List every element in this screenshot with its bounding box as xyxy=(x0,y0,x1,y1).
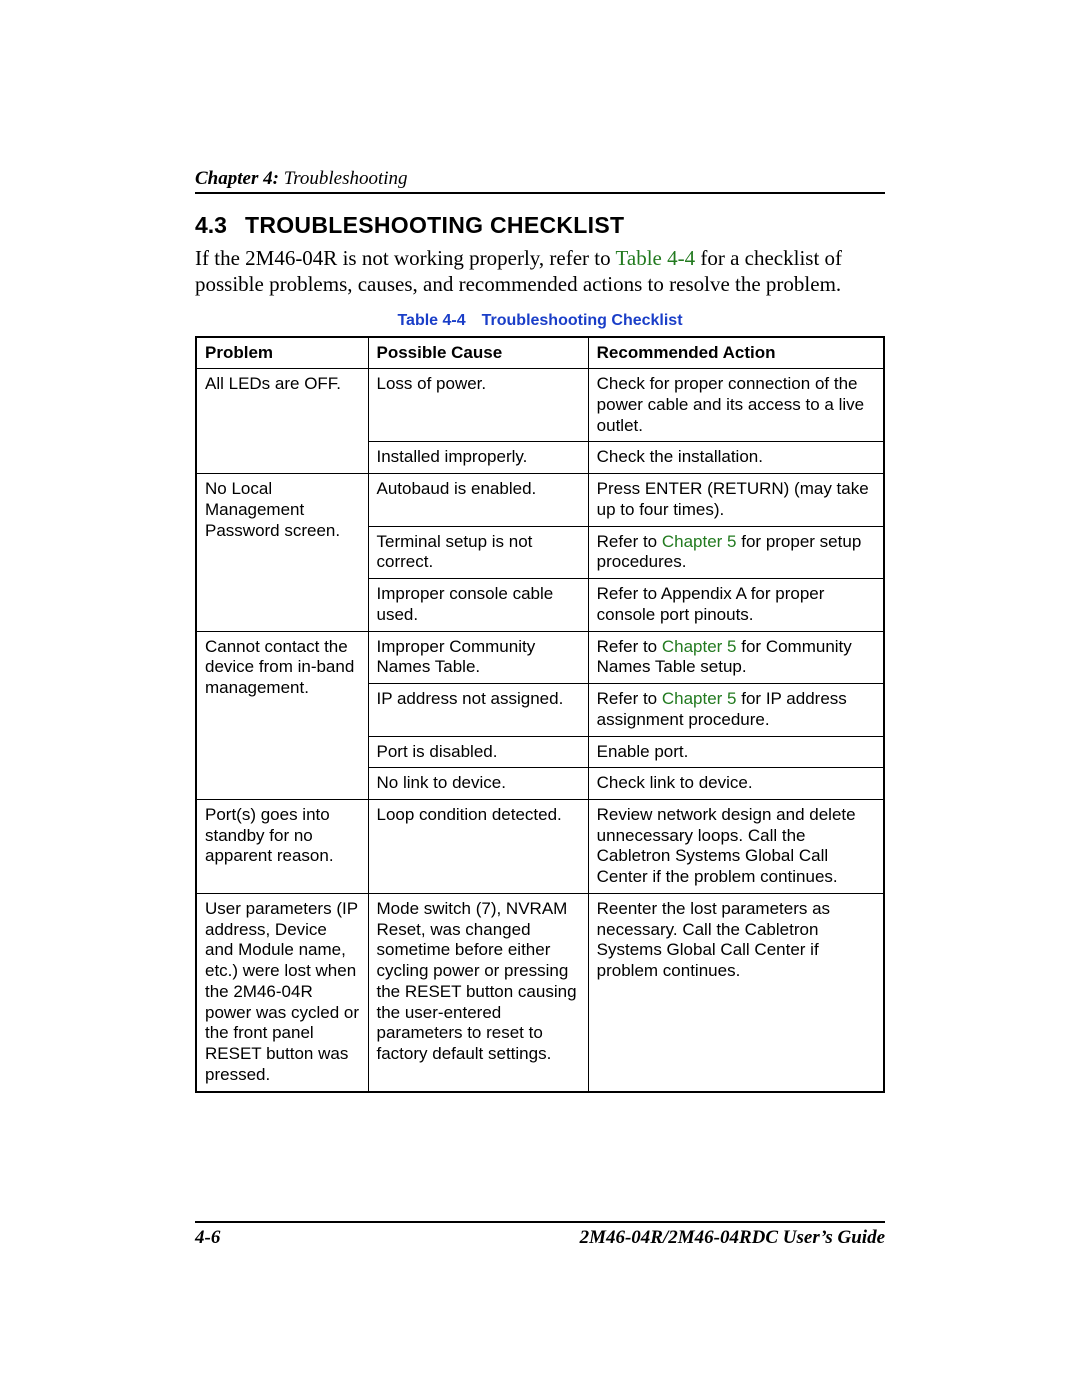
table-row: All LEDs are OFF. Loss of power. Check f… xyxy=(196,369,884,442)
section-number: 4.3 xyxy=(195,212,227,238)
table-row: No Local Management Password screen. Aut… xyxy=(196,474,884,526)
cell-cause: Terminal setup is not correct. xyxy=(368,526,588,578)
table-header-row: Problem Possible Cause Recommended Actio… xyxy=(196,337,884,369)
header-cause: Possible Cause xyxy=(368,337,588,369)
intro-paragraph: If the 2M46-04R is not working properly,… xyxy=(195,245,885,298)
cell-cause: Loss of power. xyxy=(368,369,588,442)
guide-title: 2M46-04R/2M46-04RDC User’s Guide xyxy=(580,1227,885,1249)
cell-action: Press ENTER (RETURN) (may take up to fou… xyxy=(588,474,884,526)
chapter-bold: Chapter 4: xyxy=(195,168,279,189)
cell-action: Check the installation. xyxy=(588,442,884,474)
table-row: User parameters (IP address, Device and … xyxy=(196,893,884,1091)
cell-problem: No Local Management Password screen. xyxy=(196,474,368,631)
cell-cause: Improper console cable used. xyxy=(368,579,588,631)
cell-action: Check for proper connection of the power… xyxy=(588,369,884,442)
cell-cause: No link to device. xyxy=(368,768,588,800)
cell-cause: Port is disabled. xyxy=(368,736,588,768)
chapter-link[interactable]: Chapter 5 xyxy=(662,689,737,708)
chapter-link[interactable]: Chapter 5 xyxy=(662,637,737,656)
section-title: TROUBLESHOOTING CHECKLIST xyxy=(245,212,624,238)
cell-cause: Installed improperly. xyxy=(368,442,588,474)
cell-cause: Loop condition detected. xyxy=(368,799,588,893)
cell-action: Review network design and delete unneces… xyxy=(588,799,884,893)
cell-action: Reenter the lost parameters as necessary… xyxy=(588,893,884,1091)
header-action: Recommended Action xyxy=(588,337,884,369)
cell-problem: User parameters (IP address, Device and … xyxy=(196,893,368,1091)
cell-problem: All LEDs are OFF. xyxy=(196,369,368,474)
table-row: Cannot contact the device from in-band m… xyxy=(196,631,884,683)
cell-action: Refer to Chapter 5 for IP address assign… xyxy=(588,684,884,736)
table-row: Port(s) goes into standby for no apparen… xyxy=(196,799,884,893)
cell-problem: Port(s) goes into standby for no apparen… xyxy=(196,799,368,893)
intro-pre: If the 2M46-04R is not working properly,… xyxy=(195,246,616,270)
cell-action: Check link to device. xyxy=(588,768,884,800)
section-heading: 4.3 TROUBLESHOOTING CHECKLIST xyxy=(195,212,885,239)
cell-cause: Mode switch (7), NVRAM Reset, was change… xyxy=(368,893,588,1091)
chapter-title: Troubleshooting xyxy=(279,168,408,189)
header-problem: Problem xyxy=(196,337,368,369)
table-ref-link[interactable]: Table 4-4 xyxy=(616,246,696,270)
cell-cause: Autobaud is enabled. xyxy=(368,474,588,526)
cell-action: Refer to Appendix A for proper console p… xyxy=(588,579,884,631)
cell-action: Refer to Chapter 5 for Community Names T… xyxy=(588,631,884,683)
action-pre: Refer to xyxy=(597,637,662,656)
chapter-link[interactable]: Chapter 5 xyxy=(662,532,737,551)
cell-action: Refer to Chapter 5 for proper setup proc… xyxy=(588,526,884,578)
table-caption: Table 4-4 Troubleshooting Checklist xyxy=(195,312,885,330)
action-pre: Refer to xyxy=(597,532,662,551)
cell-cause: IP address not assigned. xyxy=(368,684,588,736)
cell-cause: Improper Community Names Table. xyxy=(368,631,588,683)
page-number: 4-6 xyxy=(195,1227,220,1249)
running-header: Chapter 4: Troubleshooting xyxy=(195,168,885,194)
page-footer: 4-6 2M46-04R/2M46-04RDC User’s Guide xyxy=(195,1221,885,1249)
cell-action: Enable port. xyxy=(588,736,884,768)
action-pre: Refer to xyxy=(597,689,662,708)
troubleshooting-table: Problem Possible Cause Recommended Actio… xyxy=(195,336,885,1093)
cell-problem: Cannot contact the device from in-band m… xyxy=(196,631,368,799)
